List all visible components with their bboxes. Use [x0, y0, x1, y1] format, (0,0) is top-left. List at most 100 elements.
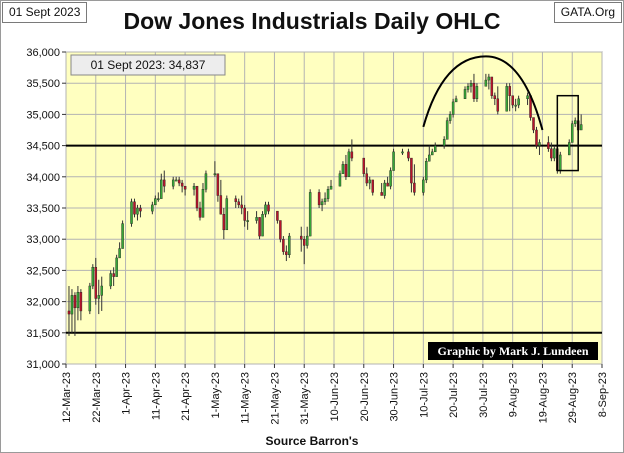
- candle: [282, 236, 285, 255]
- candle: [246, 211, 249, 230]
- candle: [171, 176, 175, 190]
- candle-body: [317, 192, 321, 206]
- candle-body: [380, 192, 383, 196]
- candle-body: [213, 173, 217, 176]
- candle-body: [493, 95, 497, 100]
- candle-body: [121, 223, 124, 249]
- candle: [454, 95, 458, 103]
- candle: [469, 80, 473, 93]
- candle-body: [469, 82, 473, 87]
- candle: [222, 208, 226, 240]
- candle-body: [511, 95, 514, 106]
- candle: [448, 111, 452, 124]
- x-tick-label: 29-Aug-23: [567, 372, 579, 423]
- candle: [570, 120, 574, 143]
- candle: [305, 226, 309, 249]
- candle-body: [383, 182, 386, 196]
- candle: [285, 245, 288, 262]
- candle-body: [195, 185, 199, 209]
- y-tick-label: 31,000: [26, 359, 60, 371]
- candle: [163, 170, 166, 193]
- candle: [547, 136, 550, 152]
- candle-body: [350, 151, 354, 159]
- candle: [386, 176, 389, 187]
- candle: [70, 289, 74, 333]
- candle-body: [279, 220, 282, 240]
- candle: [511, 95, 514, 109]
- candle: [326, 186, 330, 202]
- candle: [97, 279, 100, 315]
- candle-body: [341, 164, 345, 174]
- candle-body: [288, 235, 291, 256]
- candle: [553, 145, 556, 162]
- candle-body: [192, 185, 196, 190]
- candle: [100, 276, 103, 311]
- candle-body: [466, 86, 470, 90]
- candle-body: [410, 157, 413, 184]
- candle-body: [496, 98, 500, 112]
- candle: [422, 176, 425, 196]
- candle: [201, 183, 205, 218]
- candle-body: [88, 285, 92, 312]
- candle-body: [174, 179, 178, 182]
- candle-body: [329, 185, 333, 190]
- candle: [365, 167, 368, 187]
- candle-body: [302, 238, 306, 246]
- candle: [219, 179, 223, 215]
- candle-body: [201, 189, 205, 218]
- candle-body: [234, 198, 237, 202]
- candle-body: [365, 173, 368, 184]
- highlight-box: [556, 94, 579, 172]
- candle: [115, 254, 118, 277]
- candle: [493, 92, 497, 106]
- candle: [341, 161, 345, 174]
- candle-body: [97, 295, 100, 299]
- candle: [302, 236, 306, 265]
- candle-body: [136, 207, 139, 215]
- candle-body: [276, 210, 279, 221]
- x-tick-label: 11-May-23: [240, 372, 252, 424]
- candle: [532, 117, 535, 134]
- candle-body: [255, 217, 258, 221]
- candle-body: [407, 151, 410, 159]
- y-tick-label: 32,000: [26, 297, 60, 309]
- candle-body: [320, 201, 324, 206]
- candle-body: [448, 114, 452, 121]
- x-tick-label: 21-May-23: [269, 372, 281, 425]
- candle-body: [401, 151, 404, 154]
- x-tick-label: 20-Jul-23: [448, 372, 460, 418]
- candle: [136, 204, 139, 221]
- y-tick-label: 33,500: [26, 203, 60, 215]
- source-tag: GATA.Org: [553, 2, 622, 23]
- candle: [401, 148, 404, 155]
- candle-body: [487, 76, 491, 81]
- candle: [505, 83, 508, 112]
- candle: [204, 170, 208, 193]
- candle: [490, 76, 494, 99]
- candle-body: [538, 142, 541, 146]
- candle-body: [526, 95, 529, 100]
- candle-body: [163, 179, 166, 187]
- candle: [91, 264, 95, 290]
- y-tick-label: 36,000: [26, 47, 60, 59]
- y-tick-label: 34,500: [26, 141, 60, 153]
- candle: [526, 92, 529, 106]
- candle-body: [326, 189, 330, 199]
- candle-body: [67, 310, 71, 315]
- y-tick-label: 33,000: [26, 234, 60, 246]
- candle: [496, 86, 500, 115]
- candle: [320, 198, 324, 212]
- y-tick-label: 31,500: [26, 328, 60, 340]
- candle-body: [246, 220, 249, 222]
- candle: [267, 201, 270, 215]
- candle-body: [568, 142, 571, 156]
- candle-body: [282, 238, 285, 252]
- candle: [329, 179, 333, 190]
- y-tick-label: 35,000: [26, 109, 60, 121]
- candle-body: [434, 145, 437, 153]
- candle: [139, 204, 142, 218]
- candle-body: [338, 173, 342, 187]
- trend-arc: [422, 55, 544, 131]
- candle: [255, 211, 258, 224]
- candle-body: [305, 235, 309, 246]
